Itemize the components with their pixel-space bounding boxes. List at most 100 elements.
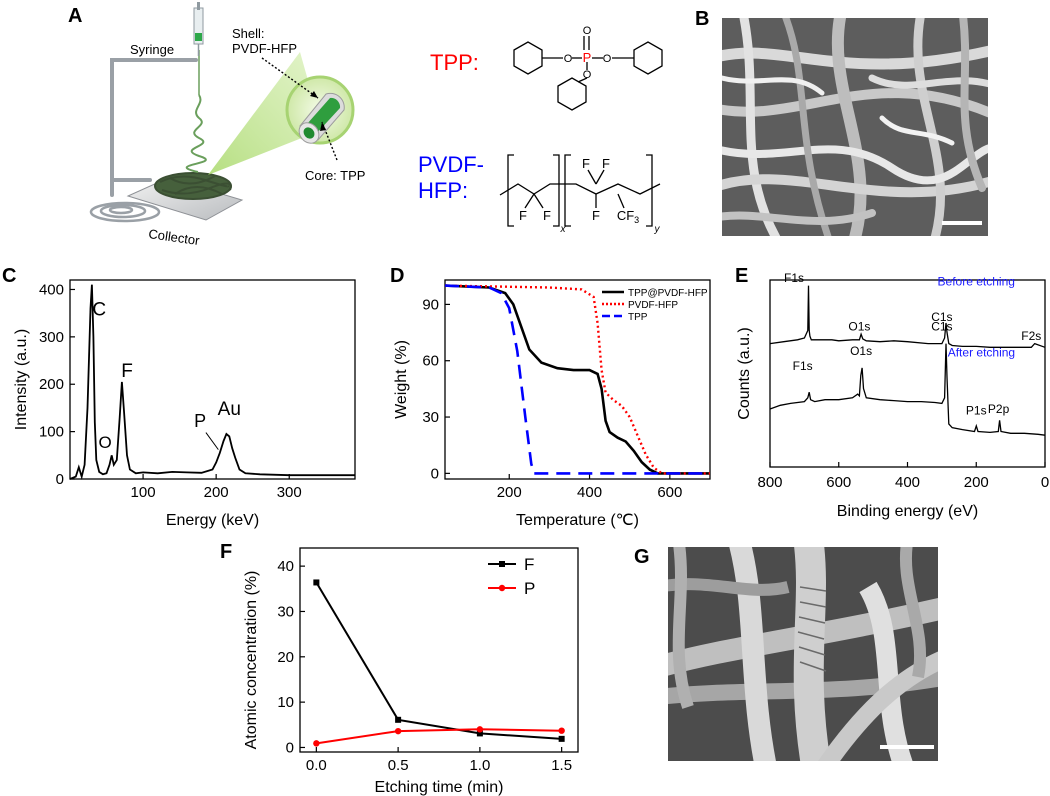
y-tick-label-f: 40 bbox=[277, 558, 294, 575]
p-pointer-line bbox=[205, 432, 219, 450]
data-point-f bbox=[558, 735, 565, 742]
syringe-icon bbox=[193, 2, 204, 56]
series-line-before-etching bbox=[769, 285, 1046, 348]
series-line-after-etching bbox=[769, 343, 1046, 436]
peak-label-e: O1s bbox=[850, 344, 872, 358]
x-tick-label-f: 1.0 bbox=[469, 757, 490, 774]
peak-label-c: C bbox=[92, 300, 106, 321]
syringe-label: Syringe bbox=[130, 42, 174, 57]
x-axis-label-d: Temperature (℃) bbox=[516, 512, 639, 529]
y-tick-label-f: 20 bbox=[277, 649, 294, 666]
y-tick-label-d: 60 bbox=[422, 353, 439, 370]
core-shell-fiber-icon bbox=[298, 92, 345, 144]
series-line-pvdf-hfp bbox=[444, 284, 710, 475]
y-tick-label-d: 30 bbox=[422, 409, 439, 426]
peak-label-e: Before etching bbox=[938, 275, 1015, 289]
peak-label-e: After etching bbox=[948, 346, 1015, 360]
atom-f5: F bbox=[592, 208, 600, 223]
chart-panel-c: C 100 200 300 0 100 200 300 400 Energy (keV) Inte… bbox=[2, 265, 356, 529]
atom-o-left: O bbox=[564, 53, 573, 65]
x-tick-label-c: 200 bbox=[204, 484, 229, 501]
peak-label-c: P bbox=[194, 411, 206, 431]
core-pointer-arrowhead bbox=[320, 122, 326, 131]
peak-label-e: P2p bbox=[988, 402, 1010, 416]
data-point-f bbox=[476, 730, 483, 737]
peak-label-e: F2s bbox=[1021, 329, 1041, 343]
atom-o-top: O bbox=[583, 25, 592, 37]
series-line-tpp bbox=[444, 284, 710, 475]
atom-f1: F bbox=[519, 208, 527, 223]
y-tick-label-d: 90 bbox=[422, 296, 439, 313]
legend-label-d: PVDF-HFP bbox=[628, 300, 678, 311]
x-tick-label-c: 100 bbox=[131, 484, 156, 501]
data-point-f bbox=[313, 579, 320, 586]
phenyl-ring-right bbox=[633, 41, 663, 75]
subscript-y: y bbox=[654, 224, 661, 235]
sem-fiber-texture-b bbox=[722, 18, 988, 236]
peak-label-c: F bbox=[121, 361, 133, 382]
series-line-edx bbox=[69, 284, 355, 480]
chart-e-plot: 800 600 400 200 0 F1s O1s C1s F2s Before etching F… bbox=[736, 271, 1049, 520]
x-tick-label-e: 0 bbox=[1041, 474, 1049, 491]
peak-label-e: C1s bbox=[931, 310, 952, 324]
bracket-y-left bbox=[564, 154, 571, 227]
legend-label-f: P bbox=[524, 579, 535, 598]
y-tick-label-f: 10 bbox=[277, 694, 294, 711]
peak-label-e: F1s bbox=[793, 359, 813, 373]
panel-letter-c: C bbox=[2, 265, 16, 287]
panel-letter-e: E bbox=[735, 265, 748, 287]
legend-marker-p bbox=[498, 584, 506, 592]
series-line-f bbox=[315, 581, 562, 740]
legend-marker-f bbox=[499, 561, 505, 567]
x-tick-label-e: 200 bbox=[964, 474, 989, 491]
tpp-label: TPP: bbox=[430, 50, 479, 75]
shell-pointer-arrow bbox=[261, 57, 319, 99]
panel-a-schematic: A Syringe Shell: bbox=[68, 2, 663, 248]
shell-pointer-arrowhead bbox=[310, 91, 318, 98]
y-tick-label-c: 100 bbox=[39, 424, 64, 441]
electrospinning-stand bbox=[110, 58, 198, 197]
x-tick-label-e: 800 bbox=[757, 474, 782, 491]
atom-p: P bbox=[583, 50, 592, 65]
core-pointer-arrow bbox=[321, 121, 338, 161]
x-tick-label-d: 600 bbox=[657, 484, 682, 501]
panel-letter-a: A bbox=[68, 5, 82, 27]
plot-frame bbox=[69, 279, 356, 480]
peak-label-c: O bbox=[98, 433, 111, 452]
pvdf-label-line2: HFP: bbox=[418, 178, 468, 203]
legend-label-d: TPP bbox=[628, 312, 648, 323]
y-axis-label-c: Intensity (a.u.) bbox=[13, 329, 30, 430]
peak-label-e: P1s bbox=[966, 404, 987, 418]
data-point-p bbox=[394, 727, 402, 735]
plot-frame bbox=[444, 279, 711, 480]
panel-letter-f: F bbox=[220, 541, 232, 563]
atom-f3: F bbox=[582, 156, 590, 171]
x-tick-label-e: 400 bbox=[895, 474, 920, 491]
x-tick-label-f: 0.0 bbox=[306, 757, 327, 774]
peak-label-c: Au bbox=[218, 399, 241, 420]
x-tick-label-d: 200 bbox=[497, 484, 522, 501]
scale-bar-b bbox=[942, 221, 982, 225]
atom-cf3: CF3 bbox=[617, 208, 639, 225]
atom-o-right: O bbox=[603, 53, 612, 65]
chart-panel-d: D 200 400 600 0 30 60 90 TPP@PVDF-HFPPVDF-HFPTP… bbox=[390, 265, 711, 529]
data-point-p bbox=[476, 726, 484, 733]
bracket-x-right bbox=[553, 154, 560, 227]
atom-f4: F bbox=[602, 156, 610, 171]
sem-fiber-texture-g bbox=[668, 547, 938, 761]
stand-base-coil bbox=[89, 201, 161, 223]
legend-label-d: TPP@PVDF-HFP bbox=[628, 288, 708, 299]
chart-c-plot: 100 200 300 0 100 200 300 400 Energy (keV) Intens… bbox=[13, 279, 356, 529]
y-tick-label-c: 400 bbox=[39, 281, 64, 298]
x-tick-label-f: 0.5 bbox=[388, 757, 409, 774]
legend-label-f: F bbox=[524, 555, 534, 574]
y-tick-label-c: 200 bbox=[39, 376, 64, 393]
chart-panel-e: E 800 600 400 200 0 F1s O1s C1s F2s Before etchin… bbox=[735, 265, 1049, 520]
sem-image-g bbox=[668, 547, 938, 761]
x-axis-label-f: Etching time (min) bbox=[375, 779, 504, 796]
shell-label-line2: PVDF-HFP bbox=[232, 41, 297, 56]
y-tick-label-f: 0 bbox=[286, 739, 294, 756]
x-tick-label-d: 400 bbox=[577, 484, 602, 501]
